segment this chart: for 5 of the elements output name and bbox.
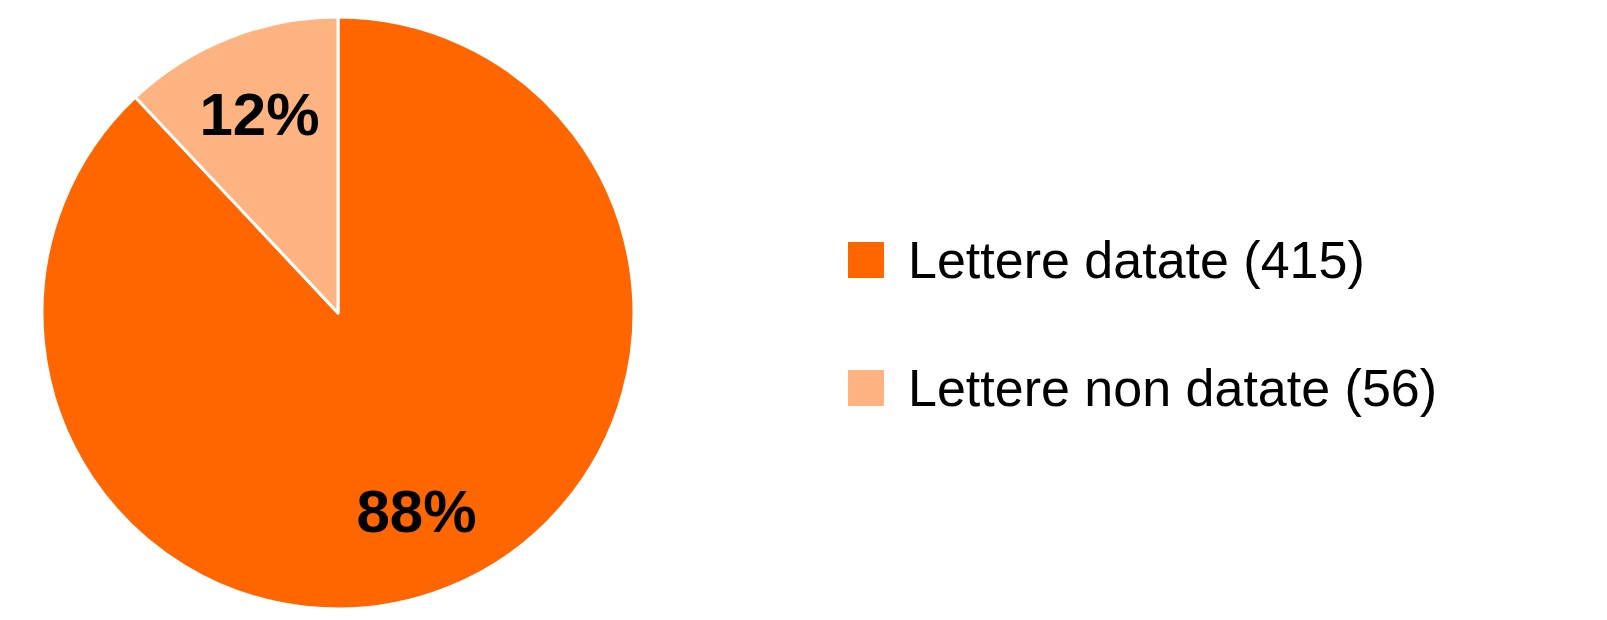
data-label: 88% xyxy=(356,477,477,545)
legend-label: Lettere non datate (56) xyxy=(908,359,1438,417)
legend-label: Lettere datate (415) xyxy=(908,231,1365,289)
pie-slice xyxy=(40,15,636,611)
data-label: 12% xyxy=(199,81,320,149)
